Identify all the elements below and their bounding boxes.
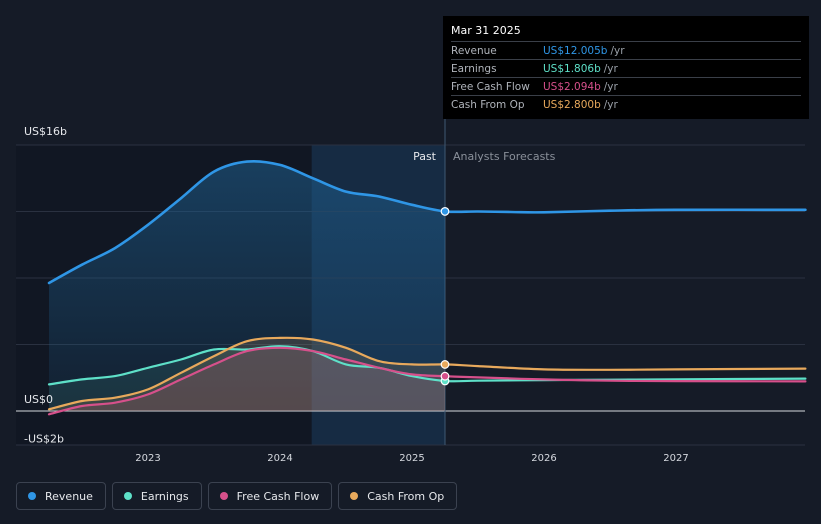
legend-label: Cash From Op: [367, 489, 445, 503]
tooltip-value: US$2.800b: [543, 98, 601, 111]
legend-label: Earnings: [140, 489, 189, 503]
marker-free-cash-flow: [440, 371, 450, 381]
tooltip-date: Mar 31 2025: [451, 24, 521, 37]
tooltip-label: Earnings: [451, 62, 497, 75]
forecast-label: Analysts Forecasts: [453, 150, 556, 163]
legend-dot-icon: [219, 492, 228, 500]
legend-label: Revenue: [45, 489, 93, 503]
x-tick-label: 2027: [663, 453, 688, 464]
legend-item-cash-from-op[interactable]: Cash From Op: [338, 482, 458, 510]
tooltip-value: US$12.005b: [543, 44, 608, 57]
legend-item-free-cash-flow[interactable]: Free Cash Flow: [207, 482, 333, 510]
tooltip-row-earnings: Earnings US$1.806b /yr: [451, 59, 801, 77]
legend-dot-icon: [123, 492, 132, 500]
legend-item-revenue[interactable]: Revenue: [16, 482, 106, 510]
tooltip-label: Revenue: [451, 44, 497, 57]
tooltip-unit: /yr: [610, 44, 625, 57]
series-line-free-cash-flow: [47, 346, 807, 416]
tooltip-value: US$2.094b: [543, 80, 601, 93]
tooltip-row-cash-from-op: Cash From Op US$2.800b /yr: [451, 95, 801, 113]
y-axis-label: US$0: [24, 393, 53, 406]
tooltip-unit: /yr: [603, 62, 618, 75]
legend: Revenue Earnings Free Cash Flow Cash Fro…: [16, 482, 458, 510]
x-tick-label: 2025: [399, 453, 424, 464]
tooltip-unit: /yr: [603, 98, 618, 111]
tooltip-label: Free Cash Flow: [451, 80, 530, 93]
x-tick-label: 2023: [135, 453, 160, 464]
y-axis-label: US$16b: [24, 125, 67, 138]
tooltip-row-free-cash-flow: Free Cash Flow US$2.094b /yr: [451, 77, 801, 95]
series-line-cash-from-op: [47, 336, 807, 411]
x-tick-label: 2026: [531, 453, 556, 464]
marker-revenue: [440, 207, 450, 216]
area-cash-from-op: [49, 337, 445, 411]
tooltip-label: Cash From Op: [451, 98, 525, 111]
marker-cash-from-op: [440, 360, 450, 369]
legend-label: Free Cash Flow: [236, 489, 320, 503]
legend-item-earnings[interactable]: Earnings: [111, 482, 202, 510]
y-axis-label: -US$2b: [24, 432, 64, 445]
tooltip-row-revenue: Revenue US$12.005b /yr: [451, 41, 801, 59]
legend-dot-icon: [28, 492, 36, 500]
series-line-revenue: [47, 159, 807, 285]
x-tick-label: 2024: [267, 453, 292, 464]
tooltip-unit: /yr: [603, 80, 618, 93]
past-label: Past: [413, 150, 437, 163]
legend-dot-icon: [350, 492, 359, 500]
tooltip: Mar 31 2025 Revenue US$12.005b /yr Earni…: [443, 16, 809, 119]
tooltip-value: US$1.806b: [543, 62, 601, 75]
